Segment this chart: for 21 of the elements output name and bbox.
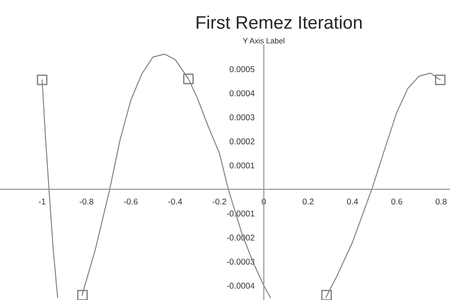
x-tick-label: 0.4 <box>346 198 358 204</box>
x-tick-label: -0.8 <box>80 198 94 204</box>
x-tick-label: -0.4 <box>168 198 182 204</box>
x-tick-label: 0.6 <box>391 198 402 204</box>
y-tick-label: 0.0005 <box>230 66 254 72</box>
y-tick-label: -0.0004 <box>226 282 255 289</box>
point <box>434 74 446 86</box>
y-tick-label: 0.0003 <box>230 114 254 120</box>
x-tick-label: 0.2 <box>302 198 314 204</box>
x-tick-label: -0.2 <box>212 198 226 204</box>
y-tick-label: 0.0002 <box>230 138 254 144</box>
x-tick-label: -0.6 <box>124 198 138 204</box>
y-tick-label: 0.0001 <box>230 162 254 168</box>
point <box>36 74 48 86</box>
point <box>183 74 194 84</box>
x-tick-label: -1 <box>38 198 46 204</box>
chart-title: First Remez Iteration <box>196 16 362 29</box>
point <box>77 290 88 300</box>
x-tick-label: 0.8 <box>436 198 447 204</box>
y-tick-label: 0.0004 <box>230 90 255 96</box>
point <box>321 290 332 300</box>
